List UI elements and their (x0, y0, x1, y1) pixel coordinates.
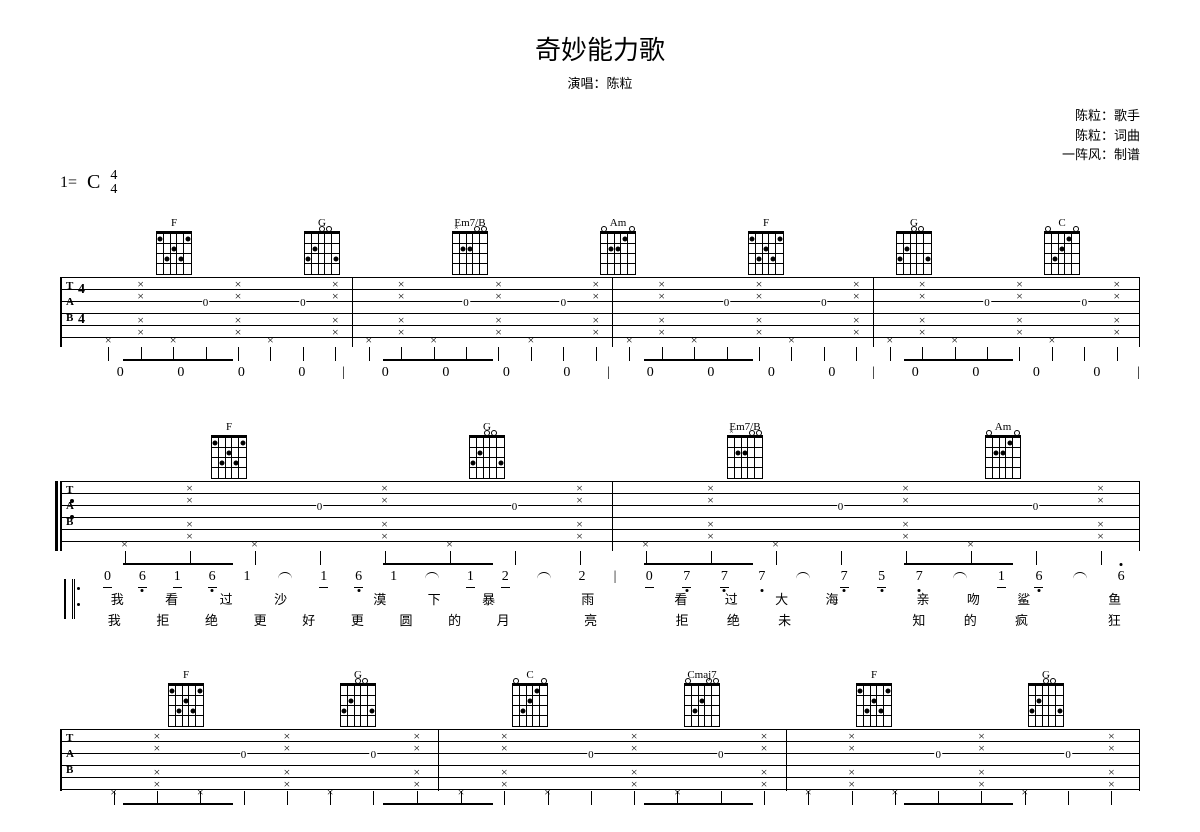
numeric-row-1: 0000|0000|0000|0000| (60, 365, 1140, 381)
song-title: 奇妙能力歌 (60, 30, 1140, 67)
lyric-row-2b: 我拒绝更好更圆的月 亮 拒绝未 知的疯 狂 (60, 610, 1140, 629)
tab-staff-1: T A B 4 4 ××××××0×××××0××××××××××0×××××0… (60, 277, 1140, 347)
chord-F: F (100, 669, 272, 727)
chord-F: F (692, 217, 840, 275)
staff-system-2: FGEm7/B×Am T A B ××××××0×××××0××××××××××… (60, 421, 1140, 629)
credits-block: 陈粒：歌手 陈粒：词曲 一阵风：制谱 (60, 106, 1140, 165)
chord-Am: Am (874, 421, 1132, 479)
chord-G: G (248, 217, 396, 275)
tab-staff-3: T A B ××××××0×××××0××××××××××0×××××0××××… (60, 729, 1140, 791)
chord-Cmaj7: Cmaj7 (616, 669, 788, 727)
chord-G: G (358, 421, 616, 479)
song-subtitle: 演唱：陈粒 (60, 73, 1140, 92)
chord-F: F (788, 669, 960, 727)
chord-G: G (960, 669, 1132, 727)
chord-C: C (444, 669, 616, 727)
chord-Em7/B: Em7/B× (616, 421, 874, 479)
tab-staff-2: T A B ××××××0×××××0××××××××××0×××××0×××× (60, 481, 1140, 551)
chord-C: C (988, 217, 1136, 275)
chord-Em7/B: Em7/B× (396, 217, 544, 275)
chord-G: G (272, 669, 444, 727)
chord-F: F (100, 217, 248, 275)
staff-system-1: FGEm7/B×AmFGC T A B 4 4 ××××××0×××××0×××… (60, 217, 1140, 381)
numeric-row-2: 06161161122|0777757166 (60, 569, 1140, 585)
chord-Am: Am (544, 217, 692, 275)
key-signature: 1= C 4 4 (60, 169, 1140, 197)
lyric-row-2a: 我看过沙 漠下暴 雨 看过大海 亲吻鲨 鱼 (60, 589, 1140, 608)
staff-system-3: FGCCmaj7FG T A B ××××××0×××××0××××××××××… (60, 669, 1140, 791)
chord-G: G (840, 217, 988, 275)
chord-F: F (100, 421, 358, 479)
